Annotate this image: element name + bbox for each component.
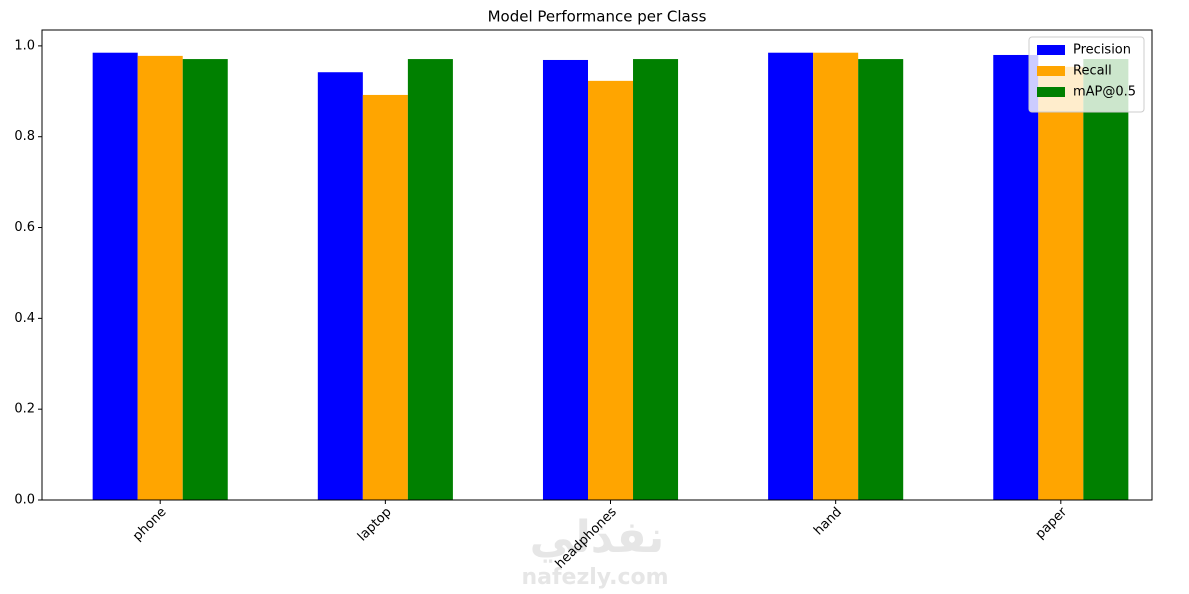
axes-frame bbox=[41, 29, 1153, 501]
bar bbox=[633, 59, 679, 500]
legend-label: Recall bbox=[1073, 64, 1112, 79]
bar bbox=[542, 59, 588, 501]
watermark: نفذلي bbox=[530, 512, 665, 563]
legend-label: Precision bbox=[1073, 43, 1131, 58]
bar bbox=[137, 55, 183, 500]
bar bbox=[993, 54, 1039, 501]
bar bbox=[362, 94, 408, 500]
x-tick-label: phone bbox=[130, 505, 169, 544]
bar bbox=[587, 80, 634, 501]
x-tick-label: laptop bbox=[355, 505, 395, 545]
bar bbox=[317, 72, 363, 501]
bar bbox=[92, 52, 138, 500]
y-tick-label: 0.4 bbox=[14, 311, 35, 326]
bar bbox=[1038, 66, 1084, 501]
bar bbox=[768, 52, 814, 500]
legend-swatch bbox=[1037, 45, 1065, 55]
bar bbox=[858, 59, 904, 500]
y-tick-label: 0.2 bbox=[14, 402, 35, 417]
bar bbox=[813, 52, 859, 500]
y-tick-label: 1.0 bbox=[14, 38, 35, 53]
legend-swatch bbox=[1037, 66, 1065, 76]
bar bbox=[182, 59, 228, 500]
legend-label: mAP@0.5 bbox=[1073, 85, 1136, 100]
y-tick-label: 0.8 bbox=[14, 129, 35, 144]
bar bbox=[407, 59, 453, 500]
y-tick-label: 0.0 bbox=[14, 493, 35, 508]
chart-title: Model Performance per Class bbox=[488, 8, 707, 26]
watermark: nafezly.com bbox=[521, 565, 668, 590]
x-tick-label: paper bbox=[1033, 504, 1071, 542]
bar bbox=[1083, 59, 1129, 500]
legend-swatch bbox=[1037, 87, 1065, 97]
x-tick-label: hand bbox=[811, 505, 845, 539]
y-tick-label: 0.6 bbox=[14, 220, 35, 235]
